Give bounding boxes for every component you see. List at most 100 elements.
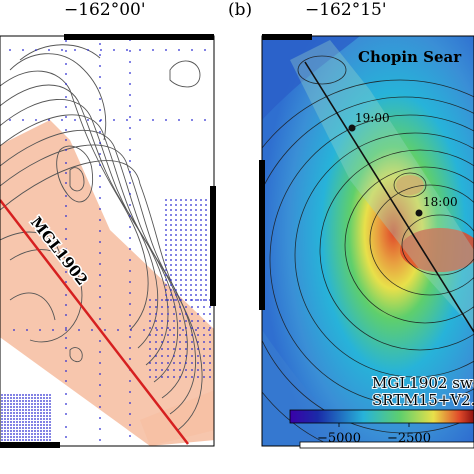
longitude-tick-left: −162°00' — [64, 0, 146, 20]
survey-point — [173, 313, 175, 315]
survey-point — [126, 119, 128, 121]
survey-point — [165, 219, 167, 221]
survey-point — [22, 412, 24, 414]
survey-point — [195, 199, 197, 201]
survey-point — [40, 409, 42, 411]
survey-point — [170, 289, 172, 291]
survey-point — [10, 412, 12, 414]
survey-point — [43, 418, 45, 420]
survey-point — [99, 164, 101, 166]
survey-point — [209, 355, 211, 357]
survey-point — [34, 403, 36, 405]
survey-point — [173, 299, 175, 301]
survey-point — [161, 299, 163, 301]
survey-point — [31, 403, 33, 405]
survey-point — [65, 314, 67, 316]
survey-point — [170, 199, 172, 201]
survey-point — [165, 224, 167, 226]
survey-point — [25, 394, 27, 396]
survey-point — [25, 433, 27, 435]
survey-point — [195, 214, 197, 216]
survey-point — [31, 394, 33, 396]
survey-point — [185, 334, 187, 336]
survey-point — [190, 289, 192, 291]
survey-point — [129, 193, 131, 195]
survey-point — [65, 228, 67, 230]
survey-point — [28, 430, 30, 432]
survey-point — [19, 424, 21, 426]
survey-point — [1, 424, 3, 426]
survey-point — [46, 424, 48, 426]
survey-point — [87, 49, 89, 51]
survey-point — [65, 360, 67, 362]
survey-point — [170, 204, 172, 206]
survey-point — [4, 424, 6, 426]
survey-point — [16, 412, 18, 414]
survey-point — [49, 424, 51, 426]
survey-point — [10, 406, 12, 408]
survey-point — [203, 306, 205, 308]
survey-point — [25, 409, 27, 411]
survey-point — [117, 329, 119, 331]
survey-point — [28, 436, 30, 438]
survey-point — [4, 433, 6, 435]
survey-point — [13, 406, 15, 408]
profile-line — [0, 199, 189, 445]
survey-point — [1, 436, 3, 438]
survey-point — [46, 439, 48, 441]
time-mark-18 — [415, 209, 423, 217]
survey-point — [34, 412, 36, 414]
survey-point — [129, 116, 131, 118]
survey-point — [209, 334, 211, 336]
survey-point — [37, 439, 39, 441]
survey-point — [13, 436, 15, 438]
legend-line-2: SRTM15+V2.0 - m — [372, 391, 474, 409]
survey-point — [195, 204, 197, 206]
survey-point — [175, 219, 177, 221]
survey-point — [190, 284, 192, 286]
survey-point — [190, 234, 192, 236]
survey-point — [167, 299, 169, 301]
survey-point — [203, 299, 205, 301]
survey-point — [7, 403, 9, 405]
survey-point — [34, 394, 36, 396]
survey-point — [191, 355, 193, 357]
survey-point — [7, 409, 9, 411]
survey-point — [49, 436, 51, 438]
survey-point — [167, 313, 169, 315]
survey-point — [204, 49, 206, 51]
survey-point — [28, 433, 30, 435]
survey-point — [22, 403, 24, 405]
survey-point — [129, 391, 131, 393]
survey-point — [13, 421, 15, 423]
survey-point — [165, 249, 167, 251]
survey-point — [1, 439, 3, 441]
survey-point — [205, 199, 207, 201]
survey-point — [31, 439, 33, 441]
survey-point — [46, 412, 48, 414]
survey-point — [165, 274, 167, 276]
survey-point — [190, 214, 192, 216]
survey-point — [139, 49, 141, 51]
survey-point — [13, 412, 15, 414]
survey-point — [130, 329, 132, 331]
survey-point — [179, 341, 181, 343]
survey-point — [31, 427, 33, 429]
survey-point — [155, 313, 157, 315]
survey-point — [180, 199, 182, 201]
survey-point — [13, 427, 15, 429]
survey-point — [46, 415, 48, 417]
survey-point — [129, 435, 131, 437]
survey-point — [165, 209, 167, 211]
survey-point — [100, 49, 102, 51]
survey-point — [25, 412, 27, 414]
survey-point — [19, 400, 21, 402]
survey-point — [1, 433, 3, 435]
survey-point — [203, 369, 205, 371]
survey-point — [190, 294, 192, 296]
survey-point — [149, 355, 151, 357]
survey-point — [169, 329, 171, 331]
survey-point — [99, 296, 101, 298]
survey-point — [156, 329, 158, 331]
survey-point — [209, 362, 211, 364]
